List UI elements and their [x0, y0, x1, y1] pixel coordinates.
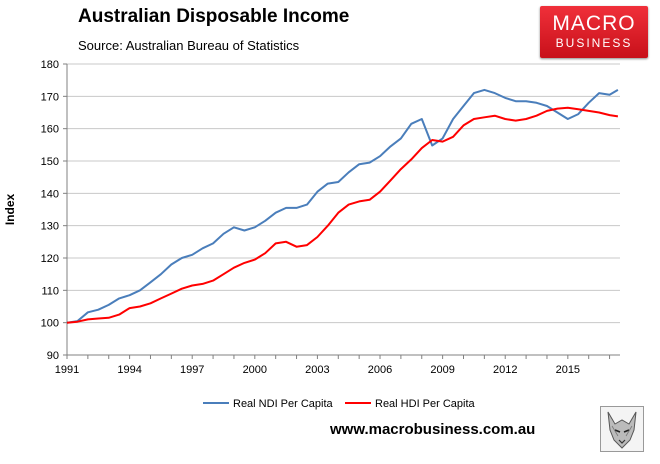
- x-tick-label: 2009: [430, 364, 454, 376]
- y-tick-label: 180: [41, 59, 59, 71]
- x-tick-label: 1991: [55, 364, 79, 376]
- x-tick-label: 2015: [556, 364, 580, 376]
- x-tick-label: 2003: [305, 364, 329, 376]
- x-tick-label: 1994: [117, 364, 141, 376]
- series-line-real-ndi: [66, 88, 619, 324]
- macrobusiness-logo[interactable]: MACRO BUSINESS: [540, 6, 648, 58]
- series-line-real-hdi: [66, 106, 619, 324]
- x-tick-label: 1997: [180, 364, 204, 376]
- y-tick-label: 120: [41, 253, 59, 265]
- legend-label-real-ndi: Real NDI Per Capita: [233, 398, 334, 410]
- y-tick-label: 90: [47, 350, 59, 362]
- y-tick-label: 100: [41, 318, 59, 330]
- logo-text-business: BUSINESS: [555, 36, 633, 50]
- y-tick-label: 170: [41, 91, 59, 103]
- y-tick-label: 130: [41, 221, 59, 233]
- y-tick-label: 160: [41, 124, 59, 136]
- x-tick-label: 2006: [368, 364, 392, 376]
- fox-logo-icon: [600, 406, 644, 452]
- x-tick-label: 2012: [493, 364, 517, 376]
- legend-label-real-hdi: Real HDI Per Capita: [375, 398, 476, 410]
- x-tick-label: 2000: [243, 364, 267, 376]
- y-tick-label: 110: [41, 285, 59, 297]
- y-tick-label: 150: [41, 156, 59, 168]
- chart-source: Source: Australian Bureau of Statistics: [78, 38, 300, 53]
- website-url[interactable]: www.macrobusiness.com.au: [330, 421, 536, 438]
- y-axis-label: Index: [3, 194, 17, 226]
- logo-text-macro: MACRO: [552, 12, 636, 35]
- chart-title: Australian Disposable Income: [78, 6, 350, 27]
- y-tick-label: 140: [41, 188, 59, 200]
